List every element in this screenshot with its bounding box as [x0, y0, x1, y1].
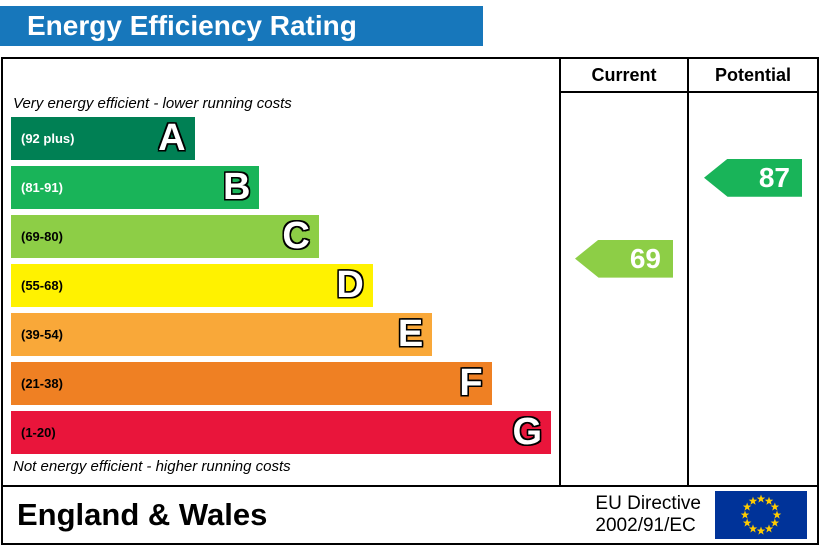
title-bar: Energy Efficiency Rating — [0, 6, 483, 46]
eu-directive-line1: EU Directive — [595, 493, 701, 515]
band-bar-E: (39-54) E — [11, 312, 433, 356]
band-row-F: (21-38) F — [11, 362, 551, 405]
band-row-G: (1-20) G — [11, 411, 551, 454]
footer: England & Wales EU Directive 2002/91/EC — [3, 485, 817, 543]
band-letter: B — [222, 165, 251, 208]
band-row-B: (81-91) B — [11, 166, 551, 209]
eu-directive-label: EU Directive 2002/91/EC — [595, 493, 701, 537]
bands-column: Very energy efficient - lower running co… — [3, 59, 559, 485]
band-bar-F: (21-38) F — [11, 362, 492, 405]
band-bar-C: (69-80) C — [11, 215, 319, 258]
band-letter: E — [397, 312, 424, 355]
top-note: Very energy efficient - lower running co… — [13, 95, 292, 112]
band-letter: F — [459, 361, 483, 404]
band-letter: G — [512, 410, 542, 453]
band-letter: C — [282, 214, 310, 257]
eu-directive-line2: 2002/91/EC — [595, 515, 696, 536]
rating-grid: Very energy efficient - lower running co… — [3, 59, 817, 485]
band-range-label: (1-20) — [21, 425, 56, 440]
band-row-A: (92 plus) A — [11, 117, 551, 160]
region-label: England & Wales — [17, 497, 268, 532]
current-header: Current — [561, 59, 687, 93]
band-range-label: (81-91) — [21, 180, 63, 195]
band-row-D: (55-68) D — [11, 264, 551, 307]
potential-column: Potential 87 — [687, 59, 817, 485]
band-letter: D — [336, 263, 364, 306]
band-bar-A: (92 plus) A — [11, 117, 195, 160]
potential-rating-arrow: 87 — [704, 158, 802, 197]
band-letter: A — [158, 116, 186, 159]
page-title: Energy Efficiency Rating — [27, 10, 357, 41]
band-bar-D: (55-68) D — [11, 264, 373, 307]
eu-flag-icon — [715, 491, 807, 539]
band-row-C: (69-80) C — [11, 215, 551, 258]
band-range-label: (69-80) — [21, 229, 63, 244]
band-range-label: (92 plus) — [21, 131, 75, 146]
epc-bands: (92 plus) A (81-91) B (69-80) C (55-68) D (39-54… — [11, 117, 551, 454]
band-row-E: (39-54) E — [11, 313, 551, 356]
band-bar-G: (1-20) G — [11, 411, 551, 454]
current-cell: 69 — [561, 93, 687, 485]
band-bar-B: (81-91) B — [11, 165, 260, 209]
potential-header: Potential — [689, 59, 817, 93]
band-range-label: (39-54) — [21, 327, 63, 342]
current-rating-arrow: 69 — [575, 239, 673, 278]
band-range-label: (55-68) — [21, 278, 63, 293]
potential-cell: 87 — [689, 93, 817, 485]
bottom-note: Not energy efficient - higher running co… — [13, 458, 291, 475]
bands-column-spacer — [11, 59, 551, 91]
current-column: Current 69 — [559, 59, 687, 485]
band-range-label: (21-38) — [21, 376, 63, 391]
rating-table: Very energy efficient - lower running co… — [1, 57, 819, 545]
